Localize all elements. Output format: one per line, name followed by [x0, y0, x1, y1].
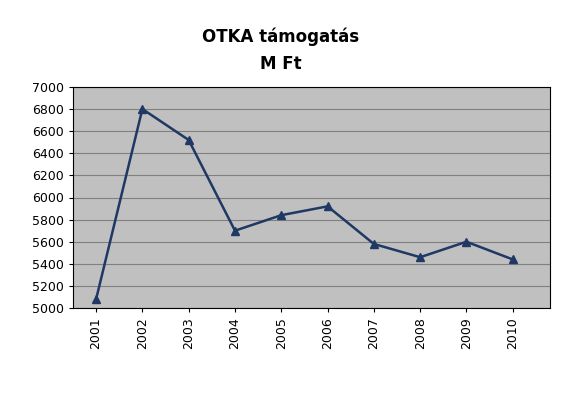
Text: M Ft: M Ft: [260, 55, 301, 73]
Text: OTKA támogatás: OTKA támogatás: [202, 28, 359, 46]
